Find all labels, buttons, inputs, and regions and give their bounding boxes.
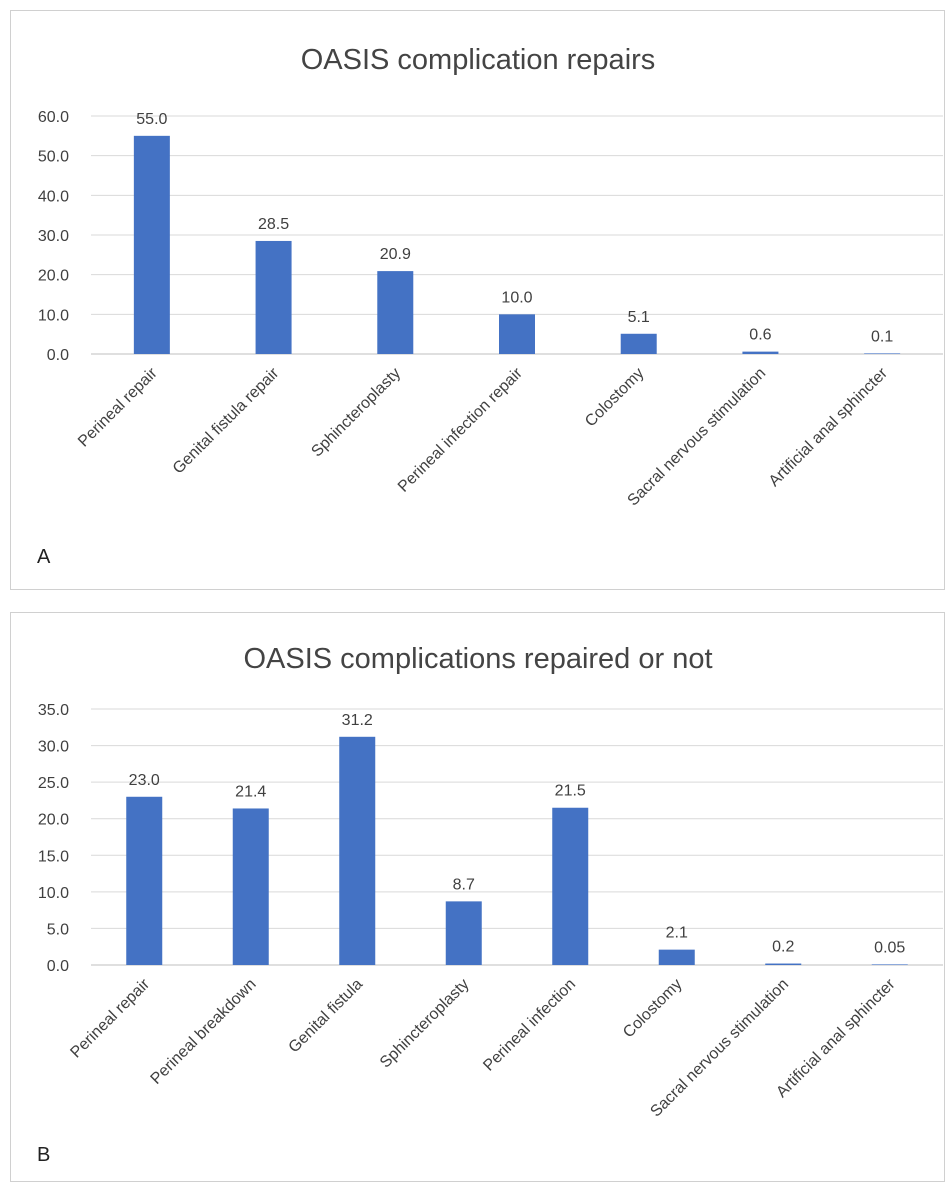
chart-b-ytick-label: 0.0 bbox=[47, 958, 69, 975]
chart-a-title: OASIS complication repairs bbox=[301, 44, 656, 76]
chart-panel-a: OASIS complication repairs 0.0 10.0 20.0 30… bbox=[10, 10, 945, 590]
chart-a-ytick-label: 0.0 bbox=[47, 347, 69, 364]
chart-a-data-label: 20.9 bbox=[380, 246, 411, 263]
chart-b-category-label: Genital fistula bbox=[286, 976, 367, 1057]
chart-b-bar bbox=[445, 901, 482, 965]
chart-a-bar bbox=[742, 351, 779, 354]
chart-b-ytick-label: 15.0 bbox=[38, 848, 69, 865]
chart-a-category-label: Perineal infection repair bbox=[395, 364, 526, 495]
chart-a-panel-label: A bbox=[37, 546, 51, 568]
chart-a-data-label: 0.1 bbox=[871, 328, 893, 345]
chart-b-title: OASIS complications repaired or not bbox=[243, 643, 712, 675]
chart-a-ytick-label: 40.0 bbox=[38, 188, 69, 205]
chart-b-ytick-label: 5.0 bbox=[47, 921, 69, 938]
chart-a-category-label: Perineal repair bbox=[75, 364, 161, 450]
chart-a-category-label: Colostomy bbox=[582, 365, 647, 430]
chart-b-ytick-label: 20.0 bbox=[38, 812, 69, 829]
chart-a-bar bbox=[864, 353, 901, 354]
chart-a-data-label: 28.5 bbox=[258, 216, 289, 233]
chart-b-panel-label: B bbox=[37, 1144, 50, 1166]
chart-a-svg: OASIS complication repairs 0.0 10.0 20.0 30… bbox=[37, 44, 943, 568]
chart-a-ytick-label: 60.0 bbox=[38, 109, 69, 126]
chart-b-data-label: 8.7 bbox=[453, 876, 475, 893]
chart-b-data-label: 31.2 bbox=[342, 712, 373, 729]
chart-b-data-label: 0.05 bbox=[874, 939, 905, 956]
chart-a-bar bbox=[620, 333, 657, 354]
chart-b-data-label: 23.0 bbox=[129, 772, 160, 789]
chart-a-ytick-label: 20.0 bbox=[38, 268, 69, 285]
chart-b-bar bbox=[658, 949, 695, 965]
chart-a-category-label: Artificial anal sphincter bbox=[766, 364, 892, 490]
chart-a-bar bbox=[255, 240, 292, 354]
chart-b-bar bbox=[552, 807, 589, 965]
chart-a-category-label: Genital fistula repair bbox=[170, 364, 283, 477]
chart-a-bar bbox=[499, 314, 535, 354]
chart-b-category-label: Artificial anal sphincter bbox=[773, 975, 899, 1101]
chart-a-data-label: 0.6 bbox=[749, 327, 771, 344]
chart-a-bar bbox=[377, 271, 414, 354]
chart-b-bar bbox=[339, 736, 376, 965]
chart-b-category-label: Perineal repair bbox=[67, 975, 153, 1061]
chart-b-ytick-label: 35.0 bbox=[38, 702, 69, 719]
chart-b-bar bbox=[126, 796, 163, 965]
chart-a-category-label: Sphincteroplasty bbox=[308, 365, 404, 461]
chart-b-ytick-label: 25.0 bbox=[38, 775, 69, 792]
chart-b-svg: OASIS complications repaired or not 0.05… bbox=[37, 643, 943, 1166]
chart-b-category-label: Colostomy bbox=[620, 976, 685, 1041]
chart-a-data-label: 5.1 bbox=[628, 309, 650, 326]
chart-a-ytick-label: 50.0 bbox=[38, 149, 69, 166]
chart-b-ytick-label: 10.0 bbox=[38, 885, 69, 902]
chart-b-ytick-label: 30.0 bbox=[38, 739, 69, 756]
chart-b-bar bbox=[871, 964, 908, 965]
chart-a-data-label: 10.0 bbox=[501, 289, 532, 306]
chart-b-data-label: 0.2 bbox=[772, 939, 794, 956]
chart-b-category-label: Perineal breakdown bbox=[148, 976, 260, 1088]
chart-b-data-label: 21.5 bbox=[555, 783, 586, 800]
chart-b-bar bbox=[765, 963, 802, 965]
chart-a-ytick-label: 30.0 bbox=[38, 228, 69, 245]
chart-panel-b: OASIS complications repaired or not 0.0 5… bbox=[10, 612, 945, 1182]
chart-a-data-label: 55.0 bbox=[136, 111, 167, 128]
chart-b-bar bbox=[232, 808, 269, 965]
chart-b-data-label: 2.1 bbox=[666, 925, 688, 942]
chart-b-category-label: Perineal infection bbox=[480, 976, 579, 1075]
chart-b-category-label: Sphincteroplasty bbox=[377, 976, 473, 1072]
chart-a-ytick-label: 10.0 bbox=[38, 307, 69, 324]
chart-a-category-label: Sacral nervous stimulation bbox=[625, 365, 770, 510]
chart-a-bar bbox=[133, 135, 170, 354]
chart-b-data-label: 21.4 bbox=[235, 783, 266, 800]
